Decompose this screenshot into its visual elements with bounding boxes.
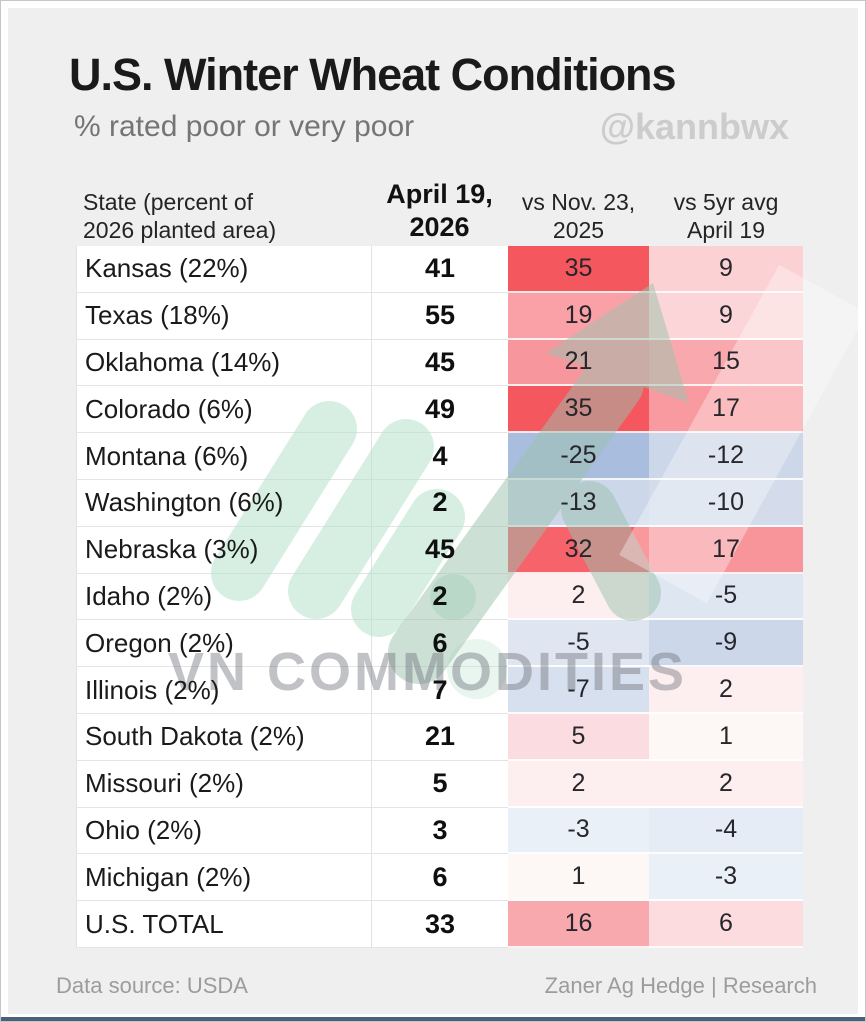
state-cell: South Dakota (2%) <box>76 713 371 761</box>
vs-5yr-value-cell: 9 <box>649 292 803 340</box>
vs-5yr-value-cell: 2 <box>649 667 803 714</box>
state-cell: Montana (6%) <box>76 433 371 480</box>
april-value-cell: 2 <box>371 573 508 621</box>
vs-5yr-value-cell: 17 <box>649 386 803 434</box>
state-cell: Missouri (2%) <box>76 760 371 808</box>
state-cell: Nebraska (3%) <box>76 526 371 574</box>
state-cell: Oklahoma (14%) <box>76 339 371 387</box>
table-row: U.S. TOTAL 33 16 6 <box>76 901 803 948</box>
state-cell: Ohio (2%) <box>76 807 371 855</box>
state-cell: Texas (18%) <box>76 292 371 340</box>
table-row: Nebraska (3%) 45 32 17 <box>76 526 803 574</box>
vs-nov-value-cell: 1 <box>508 854 649 902</box>
april-value-cell: 41 <box>371 246 508 293</box>
vs-nov-value-cell: 32 <box>508 526 649 574</box>
state-cell: Kansas (22%) <box>76 246 371 293</box>
vs-5yr-value-cell: -3 <box>649 854 803 902</box>
page-title: U.S. Winter Wheat Conditions <box>69 49 677 100</box>
vs-nov-value-cell: 16 <box>508 901 649 948</box>
table-row: Ohio (2%) 3 -3 -4 <box>76 807 803 855</box>
vs-5yr-value-cell: -9 <box>649 620 803 668</box>
vs-5yr-value-cell: 9 <box>649 246 803 293</box>
april-value-cell: 21 <box>371 713 508 761</box>
table-rows: Kansas (22%) 41 35 9 Texas (18%) 55 19 9… <box>76 246 803 948</box>
vs-5yr-value-cell: 2 <box>649 760 803 808</box>
table-row: Montana (6%) 4 -25 -12 <box>76 433 803 480</box>
vs-5yr-value-cell: -12 <box>649 433 803 480</box>
table-row: Washington (6%) 2 -13 -10 <box>76 479 803 527</box>
april-value-cell: 4 <box>371 433 508 480</box>
vs-nov-value-cell: -25 <box>508 433 649 480</box>
state-cell: Washington (6%) <box>76 479 371 527</box>
table-row: Missouri (2%) 5 2 2 <box>76 760 803 808</box>
april-value-cell: 2 <box>371 479 508 527</box>
table-row: Idaho (2%) 2 2 -5 <box>76 573 803 621</box>
april-value-cell: 45 <box>371 526 508 574</box>
vs-nov-value-cell: -7 <box>508 667 649 714</box>
table-row: Oklahoma (14%) 45 21 15 <box>76 339 803 387</box>
april-value-cell: 45 <box>371 339 508 387</box>
col-header-state: State (percent of 2026 planted area) <box>83 188 277 243</box>
col-header-vs-5yr-avg: vs 5yr avg April 19 <box>673 188 779 243</box>
table-row: Kansas (22%) 41 35 9 <box>76 246 803 293</box>
april-value-cell: 6 <box>371 854 508 902</box>
april-value-cell: 5 <box>371 760 508 808</box>
april-value-cell: 33 <box>371 901 508 948</box>
vs-nov-value-cell: -13 <box>508 479 649 527</box>
page-subtitle: % rated poor or very poor <box>74 110 415 143</box>
april-value-cell: 55 <box>371 292 508 340</box>
vs-5yr-value-cell: 6 <box>649 901 803 948</box>
vs-nov-value-cell: 2 <box>508 760 649 808</box>
author-handle: @kannbwx <box>599 106 789 147</box>
vs-nov-value-cell: 35 <box>508 246 649 293</box>
vs-5yr-value-cell: 17 <box>649 526 803 574</box>
vs-nov-value-cell: 5 <box>508 713 649 761</box>
table-row: Texas (18%) 55 19 9 <box>76 292 803 340</box>
table-row: Colorado (6%) 49 35 17 <box>76 386 803 434</box>
vs-5yr-value-cell: -5 <box>649 573 803 621</box>
table-row: Illinois (2%) 7 -7 2 <box>76 667 803 714</box>
col-header-april-19-2026: April 19, 2026 <box>386 179 493 243</box>
vs-nov-value-cell: 19 <box>508 292 649 340</box>
data-source-note: Data source: USDA <box>56 973 248 998</box>
table-row: South Dakota (2%) 21 5 1 <box>76 713 803 761</box>
vs-5yr-value-cell: -4 <box>649 807 803 855</box>
vs-nov-value-cell: 21 <box>508 339 649 387</box>
state-cell: Michigan (2%) <box>76 854 371 902</box>
april-value-cell: 6 <box>371 620 508 668</box>
state-cell: U.S. TOTAL <box>76 901 371 948</box>
table-row: Oregon (2%) 6 -5 -9 <box>76 620 803 668</box>
col-header-vs-nov-23-2025: vs Nov. 23, 2025 <box>521 188 636 243</box>
table-header-row: State (percent of 2026 planted area) Apr… <box>76 159 803 246</box>
state-cell: Colorado (6%) <box>76 386 371 434</box>
brand-credit: Zaner Ag Hedge | Research <box>544 973 817 998</box>
april-value-cell: 7 <box>371 667 508 714</box>
vs-nov-value-cell: 2 <box>508 573 649 621</box>
state-cell: Illinois (2%) <box>76 667 371 714</box>
bottom-edge-strip <box>1 1017 865 1021</box>
table-row: Michigan (2%) 6 1 -3 <box>76 854 803 902</box>
conditions-table: State (percent of 2026 planted area) Apr… <box>76 159 803 948</box>
vs-nov-value-cell: 35 <box>508 386 649 434</box>
vs-5yr-value-cell: 15 <box>649 339 803 387</box>
april-value-cell: 3 <box>371 807 508 855</box>
state-cell: Oregon (2%) <box>76 620 371 668</box>
vs-5yr-value-cell: -10 <box>649 479 803 527</box>
state-cell: Idaho (2%) <box>76 573 371 621</box>
vs-5yr-value-cell: 1 <box>649 713 803 761</box>
vs-nov-value-cell: -3 <box>508 807 649 855</box>
vs-nov-value-cell: -5 <box>508 620 649 668</box>
april-value-cell: 49 <box>371 386 508 434</box>
